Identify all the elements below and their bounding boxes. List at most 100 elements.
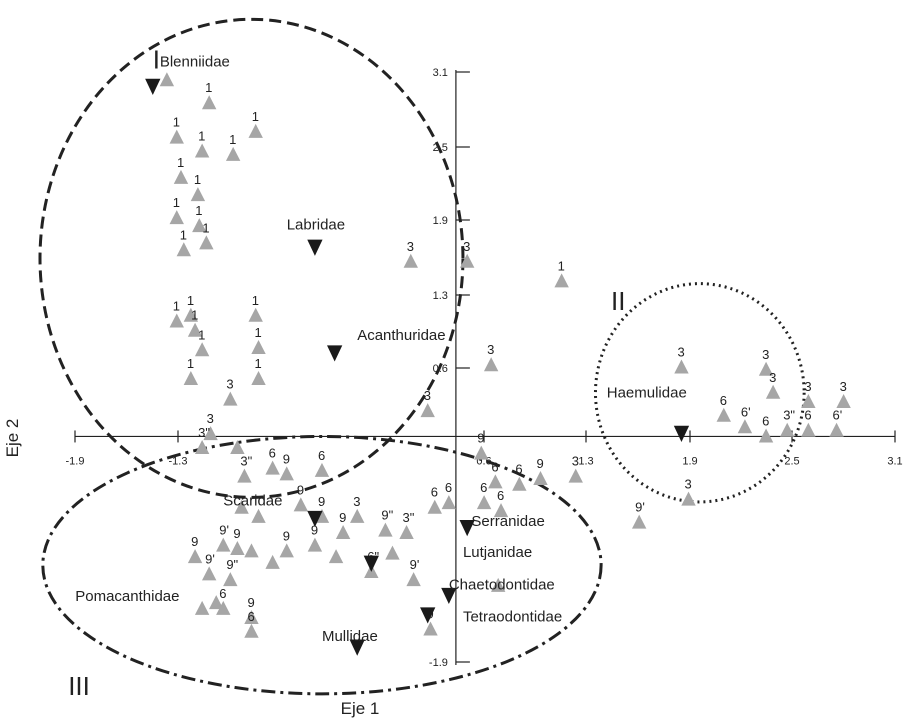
data-point (420, 403, 435, 418)
data-point (159, 72, 175, 87)
point-label: 9 (477, 431, 484, 446)
point-label: 9 (247, 595, 254, 610)
point-label: 9 (233, 526, 240, 541)
data-point (190, 187, 206, 202)
family-marker (307, 239, 323, 256)
data-point (427, 499, 442, 514)
x-tick-label: 1.3 (578, 455, 593, 467)
point-label: 9 (318, 494, 325, 509)
data-point (801, 422, 816, 437)
family-label: Chaetodontidae (449, 576, 555, 593)
data-point (265, 554, 280, 569)
data-point (493, 503, 509, 518)
family-marker (363, 555, 379, 572)
data-point (307, 537, 323, 552)
x-tick-label: 2.5 (784, 455, 799, 467)
point-label: 1 (173, 299, 180, 314)
data-point (829, 422, 844, 437)
data-point (230, 439, 245, 454)
point-label: 6 (318, 448, 325, 463)
point-label: 6' (833, 408, 843, 423)
point-label: 3 (677, 345, 684, 360)
point-label: 6 (445, 480, 452, 495)
point-label: 3 (840, 379, 847, 394)
point-label: 3 (685, 477, 692, 492)
y-tick-label: 2.5 (433, 142, 448, 154)
data-point (403, 253, 418, 268)
data-point (350, 508, 365, 523)
data-point (758, 361, 774, 376)
data-point (423, 621, 438, 636)
family-marker (459, 520, 475, 537)
data-point (554, 273, 569, 288)
data-point (716, 407, 731, 422)
data-point (314, 462, 330, 477)
y-tick-label: 1.9 (433, 215, 448, 227)
point-label: 3" (783, 408, 795, 423)
point-label: 1 (205, 80, 212, 95)
group-label-II: II (611, 286, 625, 316)
data-point (187, 549, 203, 564)
point-label: 1 (195, 203, 202, 218)
family-marker (307, 510, 323, 528)
point-label: 3" (240, 454, 252, 469)
data-point (194, 439, 210, 454)
data-point (223, 391, 238, 406)
family-marker (420, 607, 436, 624)
data-point (251, 370, 266, 385)
point-label: 9 (536, 456, 543, 471)
point-label: 6 (269, 446, 276, 461)
data-point (293, 497, 309, 512)
data-point (237, 468, 252, 483)
point-label: 6 (491, 459, 498, 474)
family-label: Serranidae (471, 513, 544, 530)
point-label: 3 (804, 379, 811, 394)
family-label: Tetraodontidae (463, 608, 562, 625)
y-tick-label: 1.3 (433, 290, 448, 302)
data-point (378, 522, 393, 537)
point-label: 1 (187, 356, 194, 371)
data-point (490, 577, 506, 592)
data-point (674, 359, 689, 374)
point-label: 1 (255, 325, 262, 340)
point-label: 3 (762, 347, 769, 362)
data-point (201, 95, 217, 110)
family-label: Acanthuridae (357, 327, 445, 344)
data-point (248, 307, 263, 322)
point-label: 1 (558, 258, 565, 273)
data-point (758, 428, 774, 443)
data-point (244, 610, 259, 625)
point-label: 3" (403, 510, 415, 525)
point-label: 3 (353, 494, 360, 509)
point-label: 6 (497, 488, 504, 503)
data-point (512, 476, 527, 491)
data-point (183, 307, 199, 322)
point-label: 6 (219, 586, 226, 601)
data-point (836, 393, 851, 408)
point-label: 3 (424, 388, 431, 403)
point-label: 9 (283, 528, 290, 543)
y-axis-title: Eje 2 (3, 419, 22, 458)
family-markers (145, 78, 690, 656)
point-label: 1 (252, 109, 259, 124)
group-label-I: I (153, 45, 160, 75)
x-tick-label: 3.1 (887, 455, 902, 467)
data-point (216, 600, 231, 615)
point-label: 3 (463, 239, 470, 254)
data-point (801, 393, 816, 408)
family-label: Labridae (287, 217, 345, 234)
data-point (194, 600, 210, 615)
family-marker (349, 639, 365, 656)
group-ellipse-II (593, 282, 806, 504)
point-label: 3" (198, 425, 210, 440)
data-point (385, 545, 400, 560)
data-point (483, 357, 499, 372)
data-point (169, 129, 184, 144)
point-label: 6 (431, 485, 438, 500)
data-point (406, 572, 421, 587)
data-point (681, 491, 696, 506)
point-label: 1 (229, 132, 236, 147)
point-label: 9' (410, 557, 420, 572)
data-point (251, 508, 266, 523)
